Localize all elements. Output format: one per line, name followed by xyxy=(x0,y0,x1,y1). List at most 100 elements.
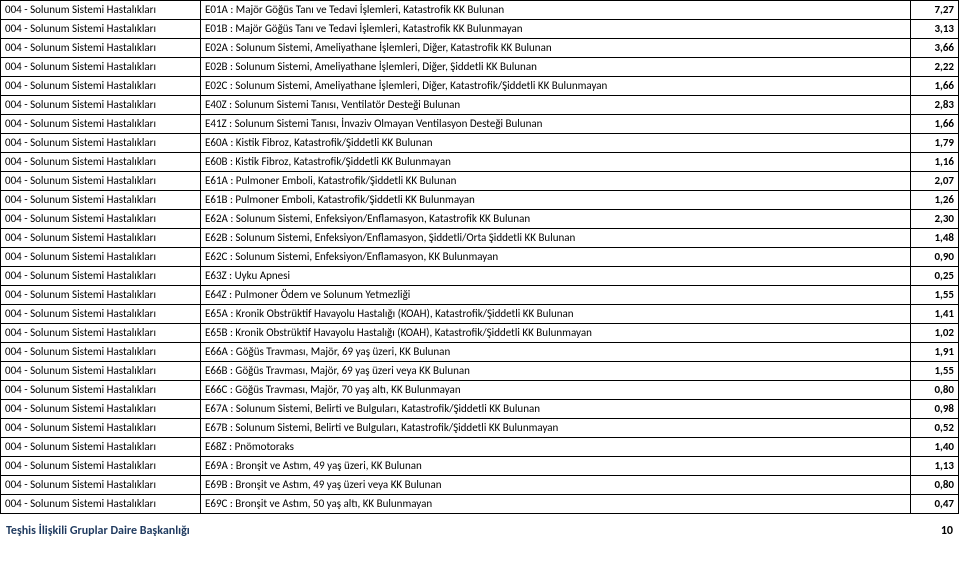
cell-description: E67B : Solunum Sistemi, Belirti ve Bulgu… xyxy=(201,419,911,438)
cell-value: 1,41 xyxy=(911,305,959,324)
page-footer: Teşhis İlişkili Gruplar Daire Başkanlığı… xyxy=(0,514,959,542)
table-row: 004 - Solunum Sistemi HastalıklarıE61B :… xyxy=(1,191,959,210)
cell-category: 004 - Solunum Sistemi Hastalıkları xyxy=(1,343,201,362)
cell-category: 004 - Solunum Sistemi Hastalıkları xyxy=(1,381,201,400)
cell-value: 1,79 xyxy=(911,134,959,153)
cell-description: E02C : Solunum Sistemi, Ameliyathane İşl… xyxy=(201,77,911,96)
table-row: 004 - Solunum Sistemi HastalıklarıE41Z :… xyxy=(1,115,959,134)
cell-value: 0,52 xyxy=(911,419,959,438)
cell-category: 004 - Solunum Sistemi Hastalıkları xyxy=(1,457,201,476)
cell-description: E62A : Solunum Sistemi, Enfeksiyon/Enfla… xyxy=(201,210,911,229)
page-number: 10 xyxy=(941,524,953,538)
cell-category: 004 - Solunum Sistemi Hastalıkları xyxy=(1,267,201,286)
table-row: 004 - Solunum Sistemi HastalıklarıE65B :… xyxy=(1,324,959,343)
table-row: 004 - Solunum Sistemi HastalıklarıE66B :… xyxy=(1,362,959,381)
table-row: 004 - Solunum Sistemi HastalıklarıE67B :… xyxy=(1,419,959,438)
cell-category: 004 - Solunum Sistemi Hastalıkları xyxy=(1,115,201,134)
footer-org: Teşhis İlişkili Gruplar Daire Başkanlığı xyxy=(6,524,190,538)
cell-description: E65B : Kronik Obstrüktif Havayolu Hastal… xyxy=(201,324,911,343)
cell-value: 3,13 xyxy=(911,20,959,39)
cell-category: 004 - Solunum Sistemi Hastalıkları xyxy=(1,1,201,20)
cell-value: 0,80 xyxy=(911,381,959,400)
cell-value: 2,07 xyxy=(911,172,959,191)
table-row: 004 - Solunum Sistemi HastalıklarıE64Z :… xyxy=(1,286,959,305)
table-row: 004 - Solunum Sistemi HastalıklarıE69C :… xyxy=(1,495,959,514)
cell-category: 004 - Solunum Sistemi Hastalıkları xyxy=(1,419,201,438)
table-row: 004 - Solunum Sistemi HastalıklarıE02C :… xyxy=(1,77,959,96)
table-row: 004 - Solunum Sistemi HastalıklarıE62A :… xyxy=(1,210,959,229)
cell-value: 1,91 xyxy=(911,343,959,362)
cell-description: E66C : Göğüs Travması, Majör, 70 yaş alt… xyxy=(201,381,911,400)
cell-category: 004 - Solunum Sistemi Hastalıkları xyxy=(1,77,201,96)
cell-description: E41Z : Solunum Sistemi Tanısı, İnvaziv O… xyxy=(201,115,911,134)
table-row: 004 - Solunum Sistemi HastalıklarıE62B :… xyxy=(1,229,959,248)
cell-category: 004 - Solunum Sistemi Hastalıkları xyxy=(1,153,201,172)
table-row: 004 - Solunum Sistemi HastalıklarıE01B :… xyxy=(1,20,959,39)
cell-category: 004 - Solunum Sistemi Hastalıkları xyxy=(1,476,201,495)
cell-value: 1,66 xyxy=(911,77,959,96)
cell-description: E60A : Kistik Fibroz, Katastrofik/Şiddet… xyxy=(201,134,911,153)
cell-value: 1,16 xyxy=(911,153,959,172)
cell-category: 004 - Solunum Sistemi Hastalıkları xyxy=(1,39,201,58)
cell-category: 004 - Solunum Sistemi Hastalıkları xyxy=(1,172,201,191)
cell-category: 004 - Solunum Sistemi Hastalıkları xyxy=(1,20,201,39)
cell-description: E02B : Solunum Sistemi, Ameliyathane İşl… xyxy=(201,58,911,77)
table-row: 004 - Solunum Sistemi HastalıklarıE02A :… xyxy=(1,39,959,58)
table-row: 004 - Solunum Sistemi HastalıklarıE60A :… xyxy=(1,134,959,153)
cell-description: E01B : Majör Göğüs Tanı ve Tedavi İşleml… xyxy=(201,20,911,39)
table-row: 004 - Solunum Sistemi HastalıklarıE68Z :… xyxy=(1,438,959,457)
cell-category: 004 - Solunum Sistemi Hastalıkları xyxy=(1,286,201,305)
cell-value: 1,55 xyxy=(911,286,959,305)
cell-category: 004 - Solunum Sistemi Hastalıkları xyxy=(1,58,201,77)
table-row: 004 - Solunum Sistemi HastalıklarıE66C :… xyxy=(1,381,959,400)
cell-value: 2,22 xyxy=(911,58,959,77)
table-row: 004 - Solunum Sistemi HastalıklarıE63Z :… xyxy=(1,267,959,286)
cell-description: E69B : Bronşit ve Astım, 49 yaş üzeri ve… xyxy=(201,476,911,495)
cell-category: 004 - Solunum Sistemi Hastalıkları xyxy=(1,210,201,229)
cell-description: E40Z : Solunum Sistemi Tanısı, Ventilatö… xyxy=(201,96,911,115)
cell-value: 1,48 xyxy=(911,229,959,248)
table-row: 004 - Solunum Sistemi HastalıklarıE61A :… xyxy=(1,172,959,191)
table-row: 004 - Solunum Sistemi HastalıklarıE02B :… xyxy=(1,58,959,77)
cell-category: 004 - Solunum Sistemi Hastalıkları xyxy=(1,400,201,419)
cell-description: E68Z : Pnömotoraks xyxy=(201,438,911,457)
cell-value: 1,66 xyxy=(911,115,959,134)
table-row: 004 - Solunum Sistemi HastalıklarıE67A :… xyxy=(1,400,959,419)
cell-category: 004 - Solunum Sistemi Hastalıkları xyxy=(1,362,201,381)
cell-category: 004 - Solunum Sistemi Hastalıkları xyxy=(1,324,201,343)
cell-category: 004 - Solunum Sistemi Hastalıkları xyxy=(1,96,201,115)
cell-category: 004 - Solunum Sistemi Hastalıkları xyxy=(1,248,201,267)
cell-description: E69A : Bronşit ve Astım, 49 yaş üzeri, K… xyxy=(201,457,911,476)
cell-category: 004 - Solunum Sistemi Hastalıkları xyxy=(1,495,201,514)
table-row: 004 - Solunum Sistemi HastalıklarıE01A :… xyxy=(1,1,959,20)
table-row: 004 - Solunum Sistemi HastalıklarıE40Z :… xyxy=(1,96,959,115)
cell-value: 0,47 xyxy=(911,495,959,514)
cell-description: E62C : Solunum Sistemi, Enfeksiyon/Enfla… xyxy=(201,248,911,267)
cell-description: E69C : Bronşit ve Astım, 50 yaş altı, KK… xyxy=(201,495,911,514)
cell-description: E01A : Majör Göğüs Tanı ve Tedavi İşleml… xyxy=(201,1,911,20)
table-row: 004 - Solunum Sistemi HastalıklarıE69A :… xyxy=(1,457,959,476)
cell-description: E63Z : Uyku Apnesi xyxy=(201,267,911,286)
cell-value: 0,25 xyxy=(911,267,959,286)
cell-value: 1,40 xyxy=(911,438,959,457)
cell-value: 0,80 xyxy=(911,476,959,495)
cell-description: E66A : Göğüs Travması, Majör, 69 yaş üze… xyxy=(201,343,911,362)
table-row: 004 - Solunum Sistemi HastalıklarıE60B :… xyxy=(1,153,959,172)
cell-description: E67A : Solunum Sistemi, Belirti ve Bulgu… xyxy=(201,400,911,419)
cell-category: 004 - Solunum Sistemi Hastalıkları xyxy=(1,305,201,324)
cell-description: E60B : Kistik Fibroz, Katastrofik/Şiddet… xyxy=(201,153,911,172)
cell-category: 004 - Solunum Sistemi Hastalıkları xyxy=(1,191,201,210)
cell-description: E64Z : Pulmoner Ödem ve Solunum Yetmezli… xyxy=(201,286,911,305)
cell-description: E61B : Pulmoner Emboli, Katastrofik/Şidd… xyxy=(201,191,911,210)
cell-value: 1,26 xyxy=(911,191,959,210)
drg-table: 004 - Solunum Sistemi HastalıklarıE01A :… xyxy=(0,0,959,514)
cell-value: 1,02 xyxy=(911,324,959,343)
cell-value: 2,30 xyxy=(911,210,959,229)
table-row: 004 - Solunum Sistemi HastalıklarıE66A :… xyxy=(1,343,959,362)
cell-category: 004 - Solunum Sistemi Hastalıkları xyxy=(1,134,201,153)
cell-category: 004 - Solunum Sistemi Hastalıkları xyxy=(1,438,201,457)
cell-description: E65A : Kronik Obstrüktif Havayolu Hastal… xyxy=(201,305,911,324)
cell-value: 0,98 xyxy=(911,400,959,419)
cell-description: E02A : Solunum Sistemi, Ameliyathane İşl… xyxy=(201,39,911,58)
table-row: 004 - Solunum Sistemi HastalıklarıE69B :… xyxy=(1,476,959,495)
